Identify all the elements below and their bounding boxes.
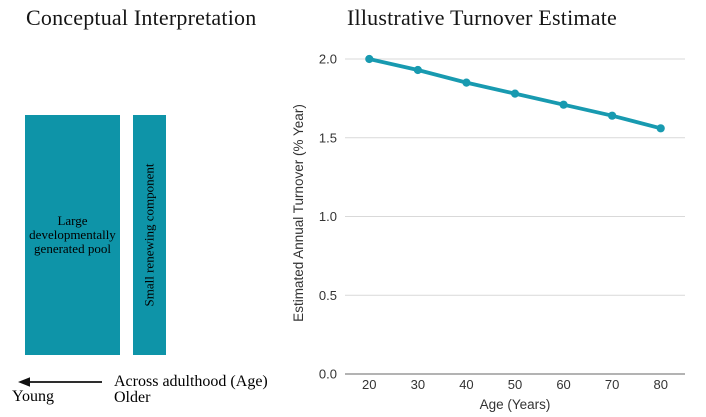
data-point	[608, 111, 617, 120]
data-point	[413, 65, 422, 75]
left-panel-title: Conceptual Interpretation	[26, 5, 257, 30]
older-label: Older	[114, 389, 151, 406]
x-tick-label: 80	[653, 377, 667, 392]
x-tick-label: 50	[508, 377, 522, 392]
y-tick-label: 2.0	[319, 52, 337, 67]
data-point	[365, 54, 374, 64]
large-pool-label-line2: developmentally	[29, 226, 116, 242]
y-axis-title: Estimated Annual Turnover (% Year)	[291, 104, 306, 322]
young-label: Young	[12, 388, 54, 405]
large-pool-block: Large developmentally generated pool	[25, 115, 120, 355]
turnover-line-chart: 0.0 0.5 1.0 1.5 2.0 20 30 40 50 60 70 80 Age (Years)…	[291, 52, 685, 412]
y-tick-label: 0.5	[319, 288, 337, 303]
right-panel-title: Illustrative Turnover Estimate	[347, 5, 617, 30]
data-point	[559, 100, 568, 109]
data-point	[462, 78, 471, 87]
y-tick-label: 0.0	[319, 367, 337, 382]
age-direction-arrow-icon	[18, 375, 102, 389]
y-tick-label: 1.5	[319, 130, 337, 145]
data-point	[510, 89, 520, 98]
x-axis-title: Age (Years)	[480, 397, 551, 412]
x-tick-label: 60	[556, 377, 570, 392]
small-renewing-block: Small renewing component	[133, 115, 166, 355]
small-renewing-label: Small renewing component	[141, 163, 157, 307]
x-tick-label: 40	[459, 377, 473, 392]
x-tick-label: 70	[605, 377, 619, 392]
x-tick-label: 30	[411, 377, 425, 392]
x-tick-label: 20	[362, 377, 376, 392]
large-pool-label: Large developmentally generated pool	[29, 212, 116, 257]
data-point	[656, 124, 665, 133]
across-adulthood-label: Across adulthood (Age)	[114, 373, 268, 390]
y-tick-label: 1.0	[319, 209, 337, 224]
large-pool-label-line3: generated pool	[34, 241, 111, 257]
large-pool-label-line1: Large	[57, 212, 88, 228]
